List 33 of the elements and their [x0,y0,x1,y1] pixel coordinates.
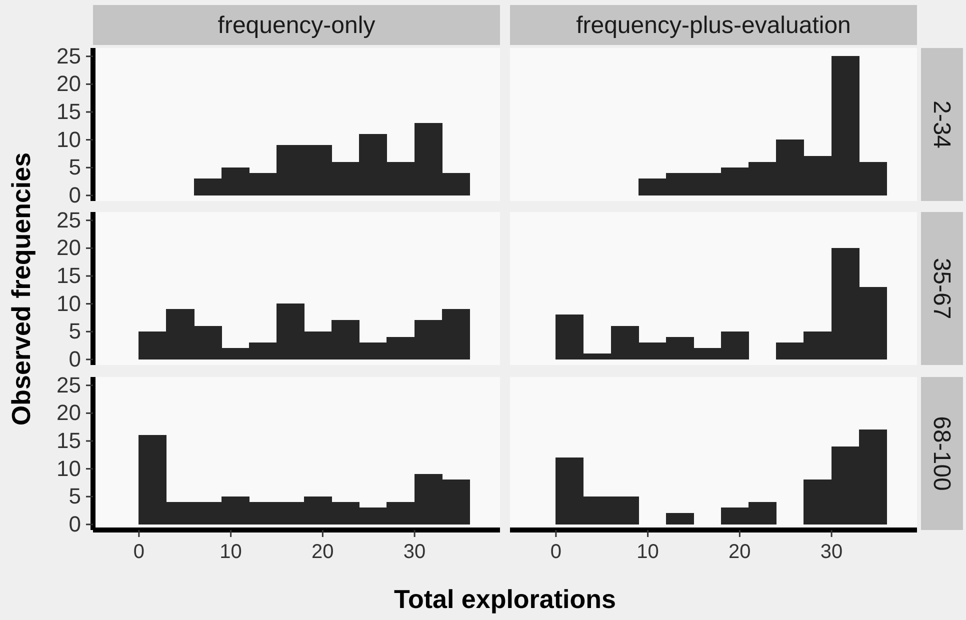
y-tick-label: 20 [56,235,81,260]
x-tick-label: 30 [820,541,843,563]
x-axis-title: Total explorations [394,584,616,614]
y-tick-label: 15 [56,428,81,454]
x-tick-label: 20 [728,541,751,563]
y-tick-label: 15 [56,99,81,124]
y-tick-label: 10 [56,126,81,152]
y-tick-label: 25 [56,372,81,398]
y-tick-label: 0 [68,182,81,208]
text: 2-34 [928,100,955,149]
chart-title: frequency-plus-evaluation [576,12,851,39]
y-tick-label: 20 [56,71,81,96]
x-tick-label: 10 [636,541,659,563]
y-tick-label: 5 [68,318,81,344]
text: 68-100 [928,416,955,491]
x-tick-label: 10 [220,541,242,563]
x-tick-label: 0 [550,541,562,563]
text: 35-67 [928,258,955,320]
y-tick-label: 25 [56,43,81,68]
y-tick-label: 10 [56,456,81,481]
chart-title: frequency-only [218,12,376,39]
y-axis-title: Observed frequencies [6,152,36,426]
x-tick-label: 20 [312,541,334,563]
x-tick-label: 0 [133,541,144,563]
y-tick-label: 0 [68,346,81,372]
x-tick-label: 30 [403,541,426,563]
y-tick-label: 0 [68,511,81,536]
y-tick-label: 5 [68,154,81,180]
y-tick-label: 25 [56,207,81,232]
y-tick-label: 5 [68,484,81,509]
y-tick-label: 10 [56,290,81,316]
y-tick-label: 15 [56,263,81,288]
y-tick-label: 20 [56,400,81,426]
